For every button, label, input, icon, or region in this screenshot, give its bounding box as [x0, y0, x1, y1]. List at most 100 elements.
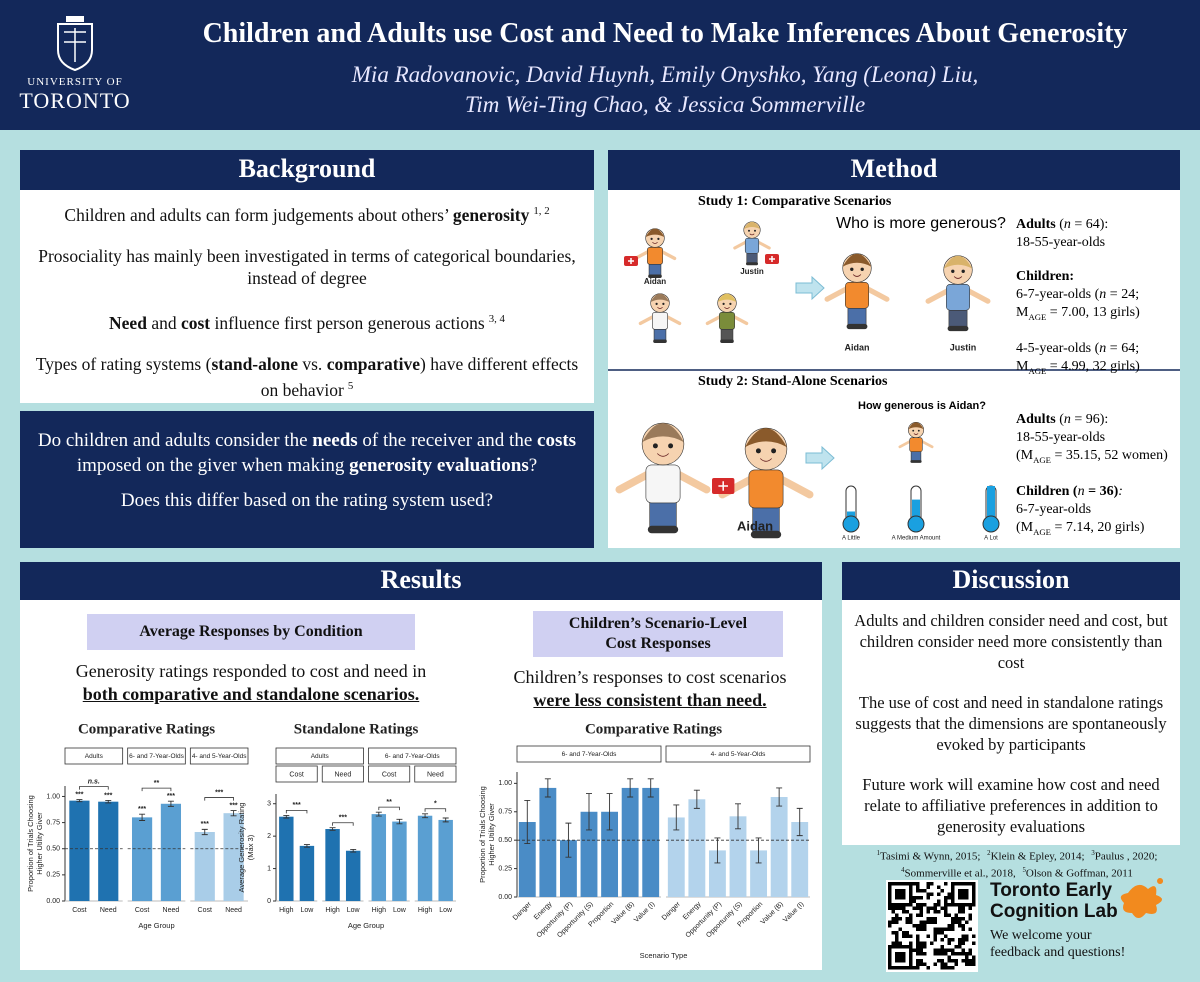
facet-header	[414, 765, 457, 783]
text-run: Tasimi & Wynn, 2015;	[880, 850, 984, 863]
qr-module	[965, 952, 969, 956]
error-bar	[167, 800, 174, 807]
qr-module	[958, 906, 962, 910]
eye	[748, 229, 750, 232]
child-figure	[733, 221, 771, 266]
section-heading: Results	[380, 565, 462, 594]
error-bar	[735, 803, 741, 830]
text-run: 3	[1091, 850, 1095, 857]
author-line: Mia Radovanovic, David Huynh, Emily Onys…	[351, 62, 979, 87]
qr-module	[961, 927, 965, 931]
qr-module	[947, 896, 951, 900]
participant-block: Children (n = 36): 6-7-year-olds (MAGE = 7…	[1016, 483, 1168, 541]
y-tick-label: 0.75	[46, 819, 60, 826]
qr-module	[898, 896, 902, 900]
qr-module	[968, 962, 972, 966]
leg	[653, 328, 667, 341]
qr-module	[888, 959, 892, 963]
shoe	[947, 325, 969, 332]
qr-module	[898, 966, 902, 970]
qr-module	[923, 924, 927, 928]
qr-module	[951, 889, 955, 893]
eye	[912, 429, 915, 432]
subheading-line: Cost Responses	[605, 635, 711, 652]
qr-module	[895, 913, 899, 917]
comparison-bracket	[285, 810, 308, 814]
text-line: Types of rating systems (stand-alone vs.…	[30, 353, 584, 401]
qr-module	[919, 906, 923, 910]
shirt	[844, 281, 869, 309]
qr-module	[965, 955, 969, 959]
qr-module	[944, 882, 948, 886]
thermometer-fill	[912, 499, 920, 522]
discussion-text: Adults and children consider need and co…	[852, 610, 1170, 856]
child-figure	[705, 293, 749, 343]
qr-module	[923, 941, 927, 945]
qr-module	[954, 962, 958, 966]
x-tick-label: Low	[347, 907, 361, 914]
lab-message-line: We welcome your	[990, 928, 1092, 943]
bar	[518, 822, 536, 897]
qr-module	[930, 906, 934, 910]
heading-bar	[842, 562, 1180, 600]
text-run: influence first person generous actions	[210, 312, 485, 333]
qr-module	[888, 955, 892, 959]
qr-module	[951, 924, 955, 928]
qr-module	[958, 924, 962, 928]
heading-bar	[20, 150, 594, 190]
facet-label: Cost	[289, 771, 303, 778]
qr-module	[926, 934, 930, 938]
text-run: comparative	[326, 353, 420, 374]
error-bar	[105, 799, 112, 804]
qr-module	[905, 945, 909, 949]
x-tick-label: High	[279, 907, 294, 914]
qr-module	[954, 959, 958, 963]
text-run: Olson & Goffman, 2011	[1025, 867, 1133, 880]
qr-module	[898, 906, 902, 910]
qr-module	[895, 889, 899, 893]
qr-module	[944, 903, 948, 907]
eye	[860, 267, 864, 271]
error-bar	[375, 811, 382, 817]
qr-module	[919, 941, 923, 945]
qr-module	[944, 927, 948, 931]
bar	[392, 821, 407, 901]
qr-module	[902, 892, 906, 896]
qr-module	[937, 931, 941, 935]
eye	[850, 267, 854, 271]
qr-module	[947, 927, 951, 931]
qr-module	[933, 917, 937, 921]
qr-module	[895, 906, 899, 910]
section-heading: Background	[238, 154, 376, 183]
child-figure	[824, 253, 890, 330]
bar	[279, 816, 294, 901]
x-tick-label: High	[418, 907, 433, 914]
qr-module	[954, 903, 958, 907]
qr-module	[933, 906, 937, 910]
facet-header	[275, 747, 364, 765]
x-tick-label: Opportunity (P)	[536, 901, 575, 940]
qr-module	[909, 945, 913, 949]
arm	[898, 439, 912, 449]
study-title: Study 2: Stand-Alone Scenarios	[698, 374, 888, 389]
qr-module	[895, 920, 899, 924]
comparison-label: **	[154, 780, 160, 787]
qr-module	[940, 906, 944, 910]
qr-module	[958, 917, 962, 921]
qr-module	[954, 882, 958, 886]
facet-label: 6- and 7-Year-Olds	[129, 753, 184, 760]
text-line: 6-7-year-olds	[1016, 501, 1168, 519]
y-axis-label: Proportion of Trials Choosing	[26, 795, 35, 892]
qr-module	[972, 889, 976, 893]
subheading-line: Children’s Scenario-Level	[568, 615, 748, 632]
x-tick-label: Opportunity (S)	[556, 901, 595, 940]
section-heading: Discussion	[952, 565, 1070, 594]
poster-title: Children and Adults use Cost and Need to…	[202, 18, 1128, 49]
text-run: ?	[528, 455, 538, 476]
text-run: were less consistent than need.	[533, 690, 767, 710]
text-line: MAGE = 7.00, 13 girls)	[1016, 304, 1140, 326]
qr-module	[940, 927, 944, 931]
facet-header	[127, 747, 186, 765]
crest-crown	[66, 16, 84, 22]
